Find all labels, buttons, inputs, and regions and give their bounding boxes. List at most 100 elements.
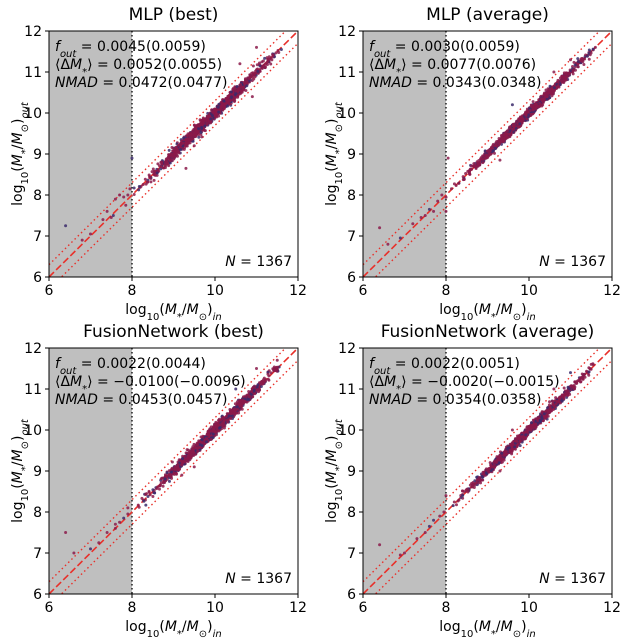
data-point bbox=[581, 57, 585, 61]
data-point bbox=[232, 412, 236, 416]
data-point bbox=[589, 51, 593, 55]
data-point bbox=[159, 165, 163, 169]
data-point bbox=[241, 402, 245, 406]
data-point bbox=[576, 65, 580, 69]
y-tick-label: 10 bbox=[338, 106, 356, 122]
data-point bbox=[538, 101, 542, 105]
data-point bbox=[235, 405, 239, 409]
data-point bbox=[176, 468, 180, 472]
data-point bbox=[191, 448, 195, 452]
data-point bbox=[111, 214, 115, 217]
data-point bbox=[491, 149, 495, 153]
data-point bbox=[184, 451, 188, 455]
data-point bbox=[170, 460, 174, 464]
data-point bbox=[170, 146, 174, 150]
data-point bbox=[178, 458, 182, 462]
scatter-points bbox=[64, 45, 283, 242]
data-point bbox=[236, 89, 240, 93]
data-point bbox=[105, 531, 109, 534]
data-point bbox=[548, 88, 552, 92]
data-point bbox=[225, 418, 229, 422]
data-point bbox=[423, 214, 427, 217]
chart-title: MLP (best) bbox=[129, 5, 219, 25]
data-point bbox=[169, 159, 173, 163]
data-point bbox=[562, 386, 566, 390]
data-point bbox=[275, 369, 279, 373]
data-point bbox=[488, 148, 492, 152]
data-point bbox=[118, 520, 122, 524]
data-point bbox=[556, 78, 560, 82]
data-point bbox=[219, 105, 223, 109]
data-point bbox=[148, 175, 152, 179]
plot-area bbox=[363, 31, 612, 277]
y-tick-label: 9 bbox=[33, 464, 42, 480]
data-point bbox=[197, 127, 201, 131]
data-point bbox=[251, 75, 255, 79]
data-point bbox=[152, 172, 156, 176]
data-point bbox=[239, 89, 243, 93]
data-point bbox=[192, 135, 196, 139]
data-point bbox=[198, 440, 202, 444]
plot-area bbox=[49, 348, 298, 594]
data-point bbox=[564, 72, 568, 76]
data-point bbox=[167, 157, 171, 161]
data-point bbox=[494, 146, 498, 150]
y-tick-label: 8 bbox=[347, 188, 356, 204]
data-point bbox=[160, 160, 164, 164]
scatter-points bbox=[378, 45, 597, 246]
data-point bbox=[585, 54, 589, 58]
plot-area bbox=[363, 348, 612, 594]
x-tick-label: 12 bbox=[603, 283, 621, 299]
chart-title: FusionNetwork (best) bbox=[83, 322, 264, 342]
data-point bbox=[167, 479, 171, 483]
data-point bbox=[473, 479, 477, 483]
data-point bbox=[440, 193, 444, 197]
x-axis-label: log10(M*/M⊙)in bbox=[125, 302, 221, 323]
data-point bbox=[118, 193, 122, 197]
data-point bbox=[130, 156, 134, 160]
x-tick-label: 6 bbox=[45, 600, 54, 616]
x-axis-label: log10(M*/M⊙)in bbox=[125, 619, 221, 638]
stat-line-3: NMAD = 0.0472(0.0477) bbox=[55, 75, 227, 91]
data-point bbox=[272, 368, 276, 372]
data-point bbox=[573, 63, 577, 67]
data-point bbox=[202, 117, 206, 121]
data-point bbox=[199, 435, 203, 439]
data-point bbox=[462, 178, 466, 181]
data-point bbox=[150, 170, 154, 174]
data-point bbox=[192, 465, 196, 469]
data-point bbox=[146, 495, 150, 499]
data-point bbox=[548, 96, 552, 100]
data-point bbox=[137, 505, 141, 509]
data-point bbox=[546, 92, 550, 96]
data-point bbox=[279, 47, 283, 51]
data-point bbox=[184, 166, 188, 170]
data-point bbox=[233, 402, 237, 406]
data-point bbox=[251, 64, 255, 68]
n-label: N = 1367 bbox=[539, 254, 606, 270]
data-point bbox=[165, 160, 169, 164]
data-point bbox=[269, 371, 273, 375]
data-point bbox=[518, 122, 522, 126]
data-point bbox=[149, 180, 153, 184]
y-tick-label: 6 bbox=[347, 270, 356, 286]
data-point bbox=[542, 97, 546, 100]
data-point bbox=[165, 475, 169, 479]
data-point bbox=[517, 125, 521, 129]
data-point bbox=[411, 222, 415, 226]
chart-title: MLP (average) bbox=[426, 5, 549, 25]
data-point bbox=[531, 108, 535, 112]
data-point bbox=[204, 118, 208, 122]
data-point bbox=[72, 551, 76, 555]
scatter-points bbox=[378, 362, 595, 557]
data-point bbox=[502, 132, 506, 136]
data-point bbox=[216, 105, 220, 109]
x-tick-label: 8 bbox=[128, 600, 137, 616]
stat-line-3: NMAD = 0.0453(0.0457) bbox=[55, 392, 227, 408]
data-point bbox=[229, 90, 233, 94]
data-point bbox=[186, 138, 190, 142]
data-point bbox=[217, 110, 221, 114]
data-point bbox=[194, 127, 198, 131]
data-point bbox=[141, 183, 145, 187]
data-point bbox=[205, 433, 209, 437]
